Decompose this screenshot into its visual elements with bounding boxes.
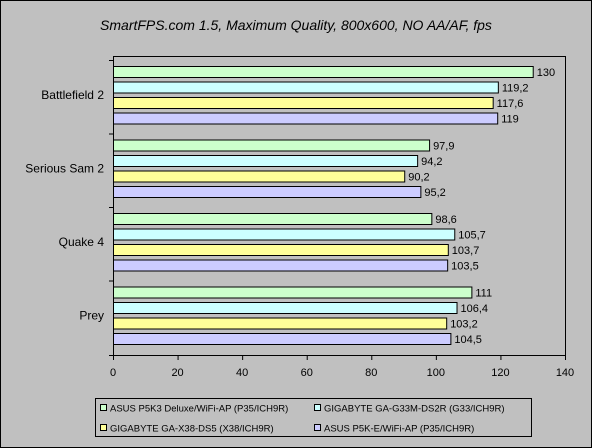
bar xyxy=(113,139,431,152)
bar xyxy=(113,112,499,125)
bar xyxy=(113,228,456,241)
bar xyxy=(113,155,419,167)
legend-swatch xyxy=(314,404,321,411)
data-label: 104,5 xyxy=(454,334,482,346)
bar xyxy=(113,66,534,78)
x-tick-label: 120 xyxy=(491,367,509,379)
bar xyxy=(113,81,499,94)
data-label: 103,5 xyxy=(451,261,479,273)
legend-swatch xyxy=(100,424,107,431)
chart-title: SmartFPS.com 1.5, Maximum Quality, 800x6… xyxy=(100,17,492,33)
legend-label: ASUS P5K-E/WiFi-AP (P35/ICH9R) xyxy=(324,424,474,435)
category-label: Quake 4 xyxy=(59,235,105,249)
data-label: 94,2 xyxy=(421,156,442,168)
bar xyxy=(113,244,449,256)
bar xyxy=(113,186,422,198)
data-label: 111 xyxy=(475,288,492,300)
data-label: 119,2 xyxy=(502,83,529,95)
legend-frame xyxy=(95,398,532,437)
category-label: Battlefield 2 xyxy=(41,88,104,102)
data-label: 103,7 xyxy=(452,245,480,257)
x-tick-label: 40 xyxy=(236,367,248,379)
bar xyxy=(113,317,448,330)
bar xyxy=(113,170,406,183)
data-label: 105,7 xyxy=(458,230,486,242)
legend-label: ASUS P5K3 Deluxe/WiFi-AP (P35/ICH9R) xyxy=(110,404,288,415)
data-label: 90,2 xyxy=(408,172,429,184)
data-label: 95,2 xyxy=(424,187,445,199)
legend: ASUS P5K3 Deluxe/WiFi-AP (P35/ICH9R) GIGA… xyxy=(95,398,532,437)
x-tick-label: 100 xyxy=(427,367,445,379)
legend-swatch xyxy=(100,404,107,411)
x-axis: 0 20 40 60 80 100 120 140 xyxy=(110,355,574,379)
bar xyxy=(113,302,458,314)
bar xyxy=(113,97,494,109)
data-label: 106,4 xyxy=(461,303,489,315)
bar xyxy=(113,286,473,299)
x-tick-label: 20 xyxy=(171,367,183,379)
category-label: Prey xyxy=(79,308,104,322)
bar xyxy=(113,213,433,225)
bar xyxy=(113,259,449,272)
data-label: 103,2 xyxy=(450,319,478,331)
bar xyxy=(113,333,452,345)
x-tick-label: 60 xyxy=(301,367,313,379)
x-tick-label: 140 xyxy=(556,367,574,379)
data-label: 97,9 xyxy=(433,141,454,153)
category-label: Serious Sam 2 xyxy=(25,161,104,175)
legend-label: GIGABYTE GA-G33M-DS2R (G33/ICH9R) xyxy=(324,404,505,415)
x-tick-label: 0 xyxy=(110,367,116,379)
legend-label: GIGABYTE GA-X38-DS5 (X38/ICH9R) xyxy=(110,424,274,435)
data-label: 98,6 xyxy=(435,214,456,226)
x-tick-label: 80 xyxy=(365,367,377,379)
data-label: 117,6 xyxy=(497,98,524,110)
plot-area: 130 119,2 117,6 119 Battlefield 2 97,9 94,2 90,… xyxy=(25,56,566,356)
data-label: 130 xyxy=(537,67,555,79)
data-label: 119 xyxy=(501,114,519,126)
legend-swatch xyxy=(314,424,321,431)
